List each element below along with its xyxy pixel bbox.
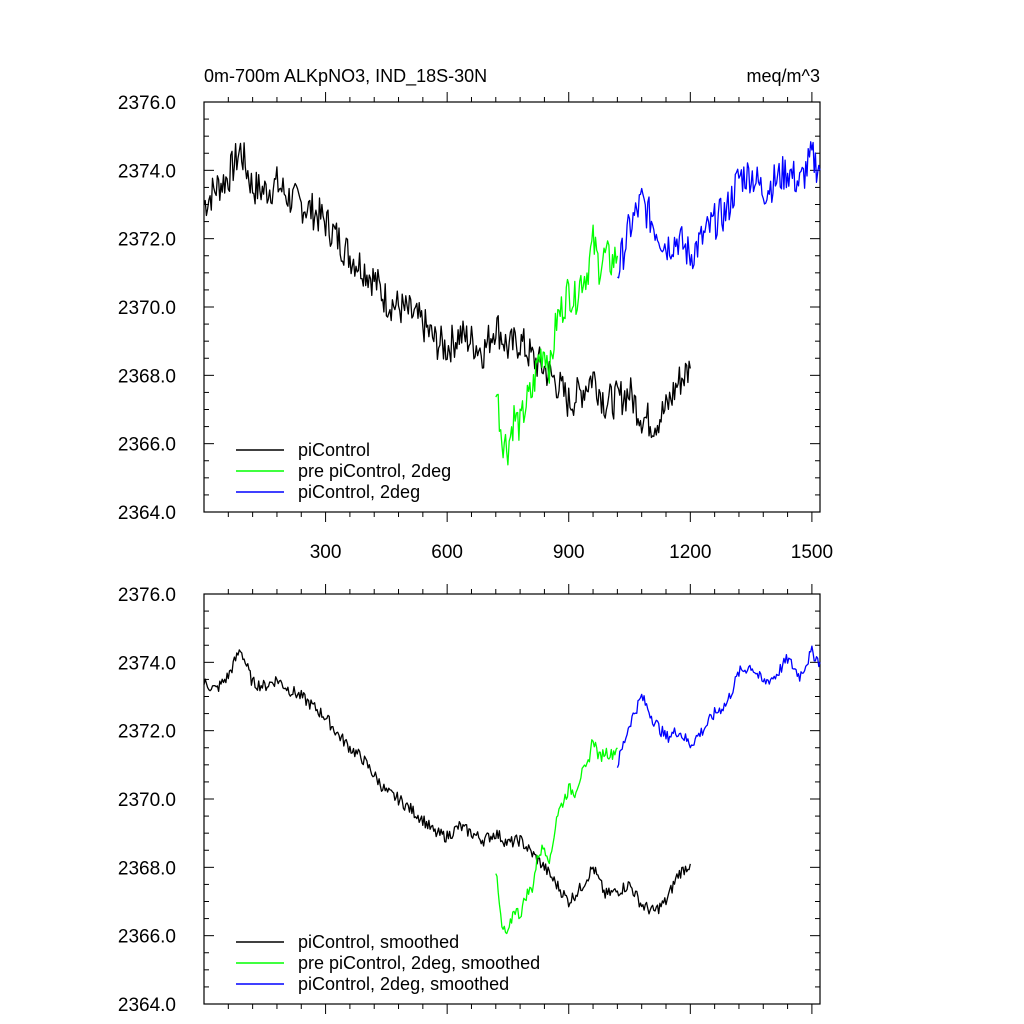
series-line — [495, 224, 619, 466]
top-panel: 2364.0 2366.0 2368.0 2370.0 2372.0 2374.0 2376… — [118, 66, 833, 563]
chart-title: 0m-700m ALKpNO3, IND_18S-30N — [204, 66, 487, 87]
legend-label: piControl, 2deg — [298, 482, 420, 502]
series-line — [616, 645, 821, 768]
y-tick-label: 2368.0 — [118, 366, 176, 387]
series-line — [495, 739, 618, 935]
plot-frame — [203, 593, 821, 1005]
x-tick-label: 600 — [431, 542, 463, 563]
y-tick-label: 2370.0 — [118, 298, 176, 319]
y-tick-label: 2368.0 — [118, 858, 176, 879]
y-tick-label: 2372.0 — [118, 230, 176, 251]
y-tick-label: 2376.0 — [118, 93, 176, 114]
y-tick-label: 2366.0 — [118, 927, 176, 948]
x-tick-label: 1200 — [669, 542, 711, 563]
y-tick-label: 2372.0 — [118, 722, 176, 743]
series-line — [203, 142, 691, 439]
y-tick-label: 2366.0 — [118, 435, 176, 456]
y-tick-label: 2370.0 — [118, 790, 176, 811]
x-tick-label: 900 — [553, 542, 585, 563]
legend-label: piControl — [298, 440, 370, 460]
plot-frame — [203, 101, 821, 513]
series-line — [617, 141, 821, 279]
legend-label: piControl, 2deg, smoothed — [298, 974, 509, 994]
legend-label: pre piControl, 2deg — [298, 461, 451, 481]
bottom-panel: 2364.0 2366.0 2368.0 2370.0 2372.0 2374.0 2376… — [118, 584, 821, 1016]
legend-label: piControl, smoothed — [298, 932, 459, 952]
y-tick-label: 2376.0 — [118, 585, 176, 606]
y-tick-label: 2374.0 — [118, 653, 176, 674]
series-line — [203, 649, 691, 915]
y-tick-label: 2364.0 — [118, 995, 176, 1016]
y-tick-label: 2364.0 — [118, 503, 176, 524]
legend-label: pre piControl, 2deg, smoothed — [298, 953, 540, 973]
y-tick-label: 2374.0 — [118, 161, 176, 182]
units-label: meq/m^3 — [747, 66, 820, 86]
x-tick-label: 300 — [310, 542, 342, 563]
x-tick-label: 1500 — [791, 542, 833, 563]
